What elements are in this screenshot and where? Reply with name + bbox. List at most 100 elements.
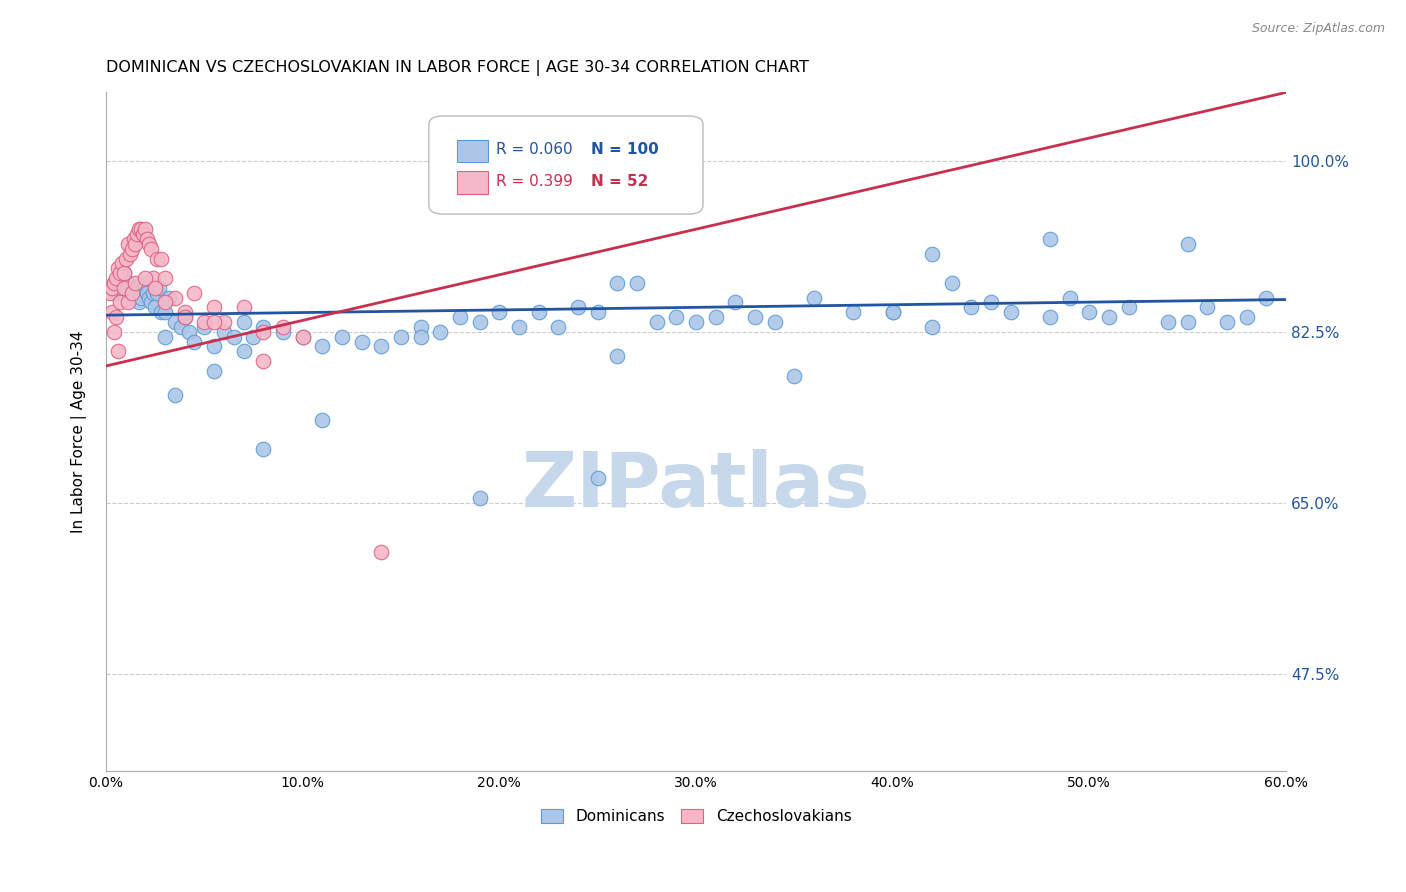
Point <box>980 295 1002 310</box>
Point <box>1059 291 1081 305</box>
Point <box>1039 232 1062 246</box>
Point <box>150 305 173 319</box>
Point <box>131 291 153 305</box>
Point <box>142 285 165 300</box>
Point <box>117 276 139 290</box>
Point <box>842 305 865 319</box>
Point <box>117 236 139 251</box>
Point <box>124 276 146 290</box>
Point <box>586 471 609 485</box>
Point <box>141 242 163 256</box>
Point <box>163 291 186 305</box>
Point <box>882 305 904 319</box>
Text: DOMINICAN VS CZECHOSLOVAKIAN IN LABOR FORCE | AGE 30-34 CORRELATION CHART: DOMINICAN VS CZECHOSLOVAKIAN IN LABOR FO… <box>105 60 808 76</box>
Point <box>136 285 159 300</box>
Point <box>1000 305 1022 319</box>
Point <box>567 301 589 315</box>
Point <box>157 291 180 305</box>
Point <box>1236 310 1258 325</box>
Point <box>124 236 146 251</box>
Point <box>291 329 314 343</box>
Point <box>153 295 176 310</box>
Point <box>183 285 205 300</box>
Point <box>242 329 264 343</box>
Point <box>170 319 193 334</box>
Point <box>104 310 127 325</box>
Point <box>744 310 766 325</box>
Point <box>606 276 628 290</box>
Point <box>122 232 145 246</box>
Legend: Dominicans, Czechoslovakians: Dominicans, Czechoslovakians <box>533 801 859 831</box>
Point <box>409 319 432 334</box>
Point <box>468 491 491 505</box>
Point <box>645 315 668 329</box>
Point <box>131 222 153 236</box>
Point <box>586 305 609 319</box>
Point <box>882 305 904 319</box>
Point <box>389 329 412 343</box>
Point <box>103 276 125 290</box>
Point <box>153 305 176 319</box>
Point <box>111 285 134 300</box>
Point <box>429 325 451 339</box>
Point <box>665 310 688 325</box>
Point <box>177 325 200 339</box>
Text: R = 0.399: R = 0.399 <box>496 174 574 188</box>
Point <box>107 261 129 276</box>
Point <box>143 301 166 315</box>
Point <box>107 344 129 359</box>
Point <box>232 344 254 359</box>
Point <box>468 315 491 329</box>
Point <box>527 305 550 319</box>
Point <box>291 329 314 343</box>
Point <box>114 252 136 266</box>
Point <box>271 319 294 334</box>
Text: ZIPatlas: ZIPatlas <box>522 450 870 524</box>
Point <box>1177 315 1199 329</box>
Point <box>803 291 825 305</box>
Point <box>212 315 235 329</box>
Point <box>202 339 225 353</box>
Point <box>132 227 155 241</box>
Point <box>1118 301 1140 315</box>
Point <box>626 276 648 290</box>
Point <box>103 276 125 290</box>
Point <box>1157 315 1180 329</box>
Point <box>311 339 333 353</box>
Point <box>1177 236 1199 251</box>
Point <box>921 319 943 334</box>
Point <box>138 291 160 305</box>
Point <box>118 291 141 305</box>
Point <box>163 388 186 402</box>
Point <box>252 325 274 339</box>
Point <box>121 285 143 300</box>
Point <box>252 319 274 334</box>
Point <box>685 315 707 329</box>
Point <box>108 266 131 280</box>
Point <box>127 281 149 295</box>
Point <box>232 315 254 329</box>
Point <box>232 301 254 315</box>
Point <box>117 295 139 310</box>
Point <box>121 285 143 300</box>
Point <box>508 319 530 334</box>
Point <box>128 222 150 236</box>
Point <box>1256 291 1278 305</box>
Point <box>212 325 235 339</box>
Text: R = 0.060: R = 0.060 <box>496 143 572 157</box>
Point <box>202 364 225 378</box>
Point <box>111 256 134 270</box>
Point <box>153 329 176 343</box>
Point <box>107 271 129 285</box>
Point <box>173 310 195 325</box>
Point <box>370 339 392 353</box>
Point <box>1098 310 1121 325</box>
Point <box>960 301 983 315</box>
Point <box>150 252 173 266</box>
Point <box>202 301 225 315</box>
Point <box>142 271 165 285</box>
Point <box>134 222 156 236</box>
Point <box>128 295 150 310</box>
Point <box>449 310 471 325</box>
Point <box>763 315 786 329</box>
